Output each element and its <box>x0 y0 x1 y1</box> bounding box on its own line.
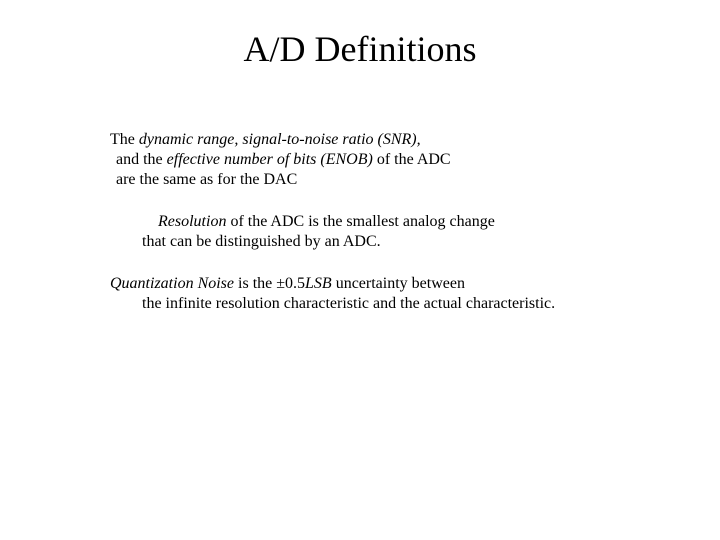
term-lsb: LSB <box>305 275 332 292</box>
term-resolution: Resolution <box>158 213 226 230</box>
line: that can be distinguished by an ADC. <box>110 232 670 252</box>
slide-body: The dynamic range, signal-to-noise ratio… <box>110 130 670 336</box>
term-quantization-noise: Quantization Noise <box>110 275 234 292</box>
slide-title: A/D Definitions <box>0 28 720 70</box>
text: that can be distinguished by an ADC. <box>142 233 381 250</box>
text: uncertainty between <box>332 275 465 292</box>
line: Quantization Noise is the ±0.5LSB uncert… <box>110 274 670 294</box>
paragraph-quantization-noise: Quantization Noise is the ±0.5LSB uncert… <box>110 274 670 314</box>
text: of the ADC is the smallest analog change <box>226 213 494 230</box>
line: are the same as for the DAC <box>110 170 670 190</box>
text: the infinite resolution characteristic a… <box>142 295 555 312</box>
slide: A/D Definitions The dynamic range, signa… <box>0 0 720 540</box>
term-enob: effective number of bits (ENOB) <box>167 151 373 168</box>
line: and the effective number of bits (ENOB) … <box>110 150 670 170</box>
text: are the same as for the DAC <box>116 171 297 188</box>
line: Resolution of the ADC is the smallest an… <box>110 212 670 232</box>
line: The dynamic range, signal-to-noise ratio… <box>110 130 670 150</box>
text: The <box>110 131 139 148</box>
text: of the ADC <box>373 151 451 168</box>
text: and the <box>116 151 167 168</box>
paragraph-definitions-same: The dynamic range, signal-to-noise ratio… <box>110 130 670 190</box>
term-dynamic-range-snr: dynamic range, signal-to-noise ratio (SN… <box>139 131 421 148</box>
paragraph-resolution: Resolution of the ADC is the smallest an… <box>110 212 670 252</box>
text: is the ±0.5 <box>234 275 305 292</box>
line: the infinite resolution characteristic a… <box>110 294 670 314</box>
